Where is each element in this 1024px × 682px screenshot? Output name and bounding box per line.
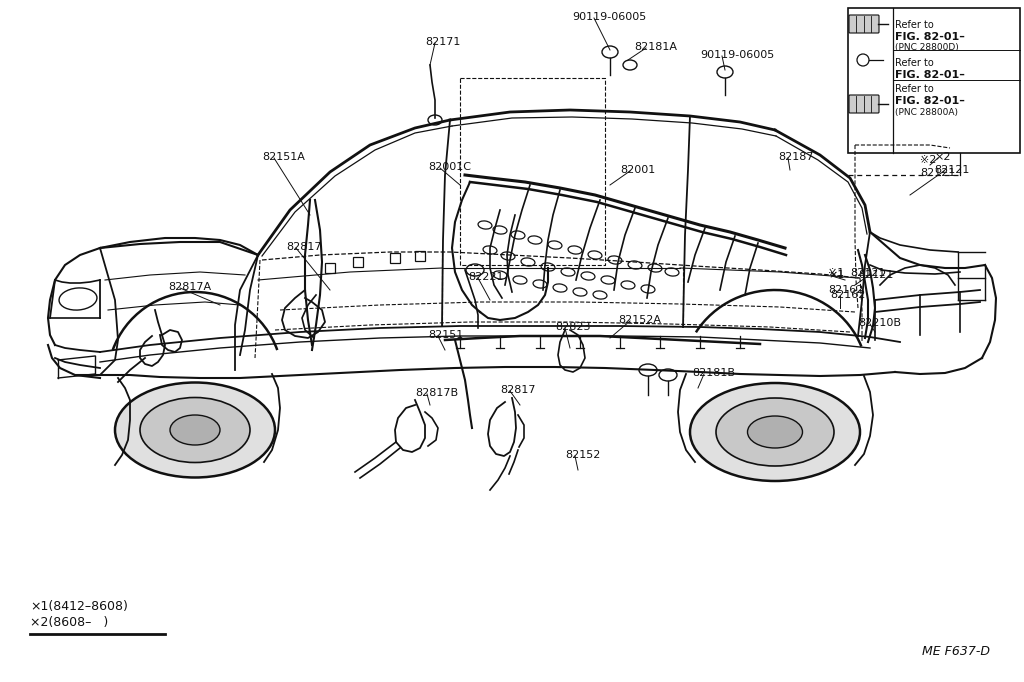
Text: Refer to: Refer to <box>895 58 934 68</box>
Text: FIG. 82-01–: FIG. 82-01– <box>895 70 965 80</box>
Text: 82187: 82187 <box>778 152 813 162</box>
Ellipse shape <box>170 415 220 445</box>
Ellipse shape <box>748 416 803 448</box>
Ellipse shape <box>140 398 250 462</box>
Text: 90119-06005: 90119-06005 <box>572 12 646 22</box>
Text: 90119-06005: 90119-06005 <box>700 50 774 60</box>
Text: FIG. 82-01–: FIG. 82-01– <box>895 32 965 42</box>
Text: 82152: 82152 <box>565 450 600 460</box>
Ellipse shape <box>690 383 860 481</box>
Text: 82162: 82162 <box>828 285 863 295</box>
FancyBboxPatch shape <box>849 95 879 113</box>
Text: ×2: ×2 <box>934 152 950 162</box>
Text: 82121: 82121 <box>934 165 970 175</box>
Text: (PNC 28800A): (PNC 28800A) <box>895 108 958 117</box>
Text: 82817A: 82817A <box>168 282 211 292</box>
Text: 82817: 82817 <box>500 385 536 395</box>
Text: Refer to: Refer to <box>895 20 934 30</box>
Text: 82221: 82221 <box>468 272 504 282</box>
Text: 82001: 82001 <box>620 165 655 175</box>
Text: 82151: 82151 <box>428 330 463 340</box>
Text: 82151A: 82151A <box>262 152 305 162</box>
Text: 82817: 82817 <box>286 242 322 252</box>
FancyBboxPatch shape <box>849 15 879 33</box>
Text: ME F637-D: ME F637-D <box>922 645 990 658</box>
Text: 82121: 82121 <box>850 268 886 278</box>
Text: 82181B: 82181B <box>692 368 735 378</box>
Text: ×1: ×1 <box>828 270 845 280</box>
Ellipse shape <box>716 398 834 466</box>
Bar <box>325 263 335 273</box>
Text: ※2: ※2 <box>920 155 936 165</box>
Bar <box>353 257 362 267</box>
Text: Refer to: Refer to <box>895 84 934 94</box>
Text: 82817B: 82817B <box>415 388 458 398</box>
Bar <box>848 8 1020 153</box>
Ellipse shape <box>115 383 275 477</box>
Text: 82001C: 82001C <box>428 162 471 172</box>
Text: ×2(8608–   ): ×2(8608– ) <box>30 616 109 629</box>
Text: (PNC 28800D): (PNC 28800D) <box>895 43 958 52</box>
Text: 82121: 82121 <box>920 168 955 178</box>
Text: 82823: 82823 <box>555 322 591 332</box>
Bar <box>415 251 425 261</box>
Text: ×1(8412–8608): ×1(8412–8608) <box>30 600 128 613</box>
Text: 82121: 82121 <box>858 270 893 280</box>
Text: 82171: 82171 <box>425 37 461 47</box>
Text: FIG. 82-01–: FIG. 82-01– <box>895 96 965 106</box>
Text: 82210B: 82210B <box>858 318 901 328</box>
Text: 82152A: 82152A <box>618 315 662 325</box>
Text: ※1: ※1 <box>828 268 844 278</box>
Bar <box>390 253 400 263</box>
Text: 82181A: 82181A <box>634 42 677 52</box>
Text: 82162: 82162 <box>830 290 865 300</box>
